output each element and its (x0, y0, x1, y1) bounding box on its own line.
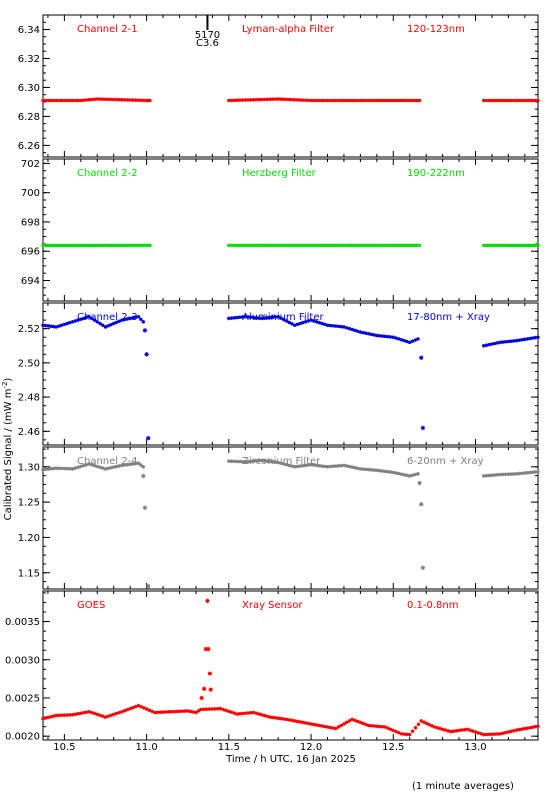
panel-frame (42, 590, 539, 741)
filter-label: Herzberg Filter (242, 168, 317, 179)
data-point (199, 695, 204, 701)
data-point (141, 473, 146, 479)
x-tick-label: 10.5 (53, 742, 75, 753)
band-label: 0.1-0.8nm (407, 600, 459, 611)
y-tick-label: 1.20 (18, 533, 40, 544)
x-tick-label: 13.0 (464, 742, 486, 753)
channel-label: Channel 2-4 (77, 456, 138, 467)
y-tick-label: 2.46 (18, 427, 40, 438)
data-point (205, 598, 210, 604)
data-point (142, 328, 148, 333)
data-series-points (41, 243, 152, 248)
y-tick-label: 6.32 (18, 54, 40, 65)
data-series-points (481, 243, 540, 248)
panel-frame (42, 446, 539, 590)
panel-frame (42, 158, 539, 302)
data-point (142, 505, 148, 510)
y-tick-label: 2.48 (18, 393, 40, 404)
data-series-points (481, 469, 540, 478)
panel-1: 6.26 6.28 6.30 6.32 6.34 Channel 2-1 Lyman-alp… (18, 14, 540, 158)
y-tick-label: 1.25 (18, 498, 40, 509)
y-tick-label: 694 (21, 276, 40, 287)
panel-2: 694 696 698 700 702 Channel 2-2 Herzberg Filte… (21, 158, 540, 302)
averaging-note: (1 minute averages) (412, 781, 514, 792)
y-axis-title: Calibrated Signal / (mW m-2) (1, 378, 14, 521)
data-series-points (41, 703, 540, 737)
filter-label: Zirconium Filter (242, 456, 321, 467)
data-series-points (41, 461, 146, 472)
data-series-points (41, 314, 146, 329)
channel-label: Channel 2-3 (77, 312, 138, 323)
series-1 (41, 97, 540, 103)
series-2 (41, 243, 540, 248)
data-series-points (481, 98, 540, 103)
channel-label: GOES (77, 600, 105, 611)
data-series-points (227, 458, 420, 478)
data-point (206, 646, 211, 652)
x-tick-label: 12.0 (300, 742, 322, 753)
x-tick-label: 11.0 (135, 742, 157, 753)
panels-layer: 6.26 6.28 6.30 6.32 6.34 Channel 2-1 Lyman-alp… (5, 14, 540, 743)
filter-label: Aluminium Filter (242, 312, 325, 323)
filter-label: Xray Sensor (242, 600, 303, 611)
band-label: 6-20nm + Xray (407, 456, 484, 467)
y-tick-label: 6.28 (18, 112, 40, 123)
flare-class-label: C3.6 (196, 38, 219, 49)
series-3 (41, 314, 540, 441)
series-5 (41, 598, 540, 737)
data-series-points (227, 97, 422, 103)
band-label: 17-80nm + Xray (407, 312, 490, 323)
data-point (207, 671, 213, 676)
panel-4: 1.15 1.20 1.25 1.30 Channel 2-4 Zirconium Fil… (18, 446, 540, 590)
panel-frame (42, 14, 539, 158)
y-tick-label: 0.0025 (5, 693, 40, 704)
y-tick-label: 1.15 (18, 568, 40, 579)
data-point (208, 687, 213, 692)
band-label: 120-123nm (407, 24, 465, 35)
channel-label: Channel 2-1 (77, 24, 138, 35)
data-point (203, 646, 209, 652)
y-tick-label: 6.26 (18, 141, 40, 152)
data-series-points (41, 97, 152, 103)
data-point (420, 425, 426, 431)
data-series-points (227, 243, 422, 248)
data-series-points (227, 314, 420, 345)
y-tick-label: 696 (21, 247, 40, 258)
band-label: 190-222nm (407, 168, 465, 179)
filter-label: Lyman-alpha Filter (242, 24, 335, 35)
y-tick-label: 0.0030 (5, 655, 40, 666)
data-point (419, 502, 424, 507)
x-tick-label: 12.5 (382, 742, 404, 753)
y-tick-label: 700 (21, 188, 40, 199)
y-tick-label: 702 (21, 159, 40, 170)
y-tick-label: 0.0035 (5, 617, 40, 628)
y-tick-label: 2.52 (18, 324, 40, 335)
data-point (146, 435, 151, 441)
y-tick-label: 698 (21, 217, 40, 228)
data-point (144, 352, 149, 357)
data-point (417, 480, 422, 486)
data-series-points (481, 335, 540, 348)
x-tick-label: 11.5 (218, 742, 240, 753)
data-point (146, 583, 151, 589)
data-point (420, 565, 426, 571)
panel-frame (42, 302, 539, 446)
flare-id-label: 5170 (195, 30, 220, 41)
y-tick-label: 6.30 (18, 83, 40, 94)
y-tick-label: 0.0020 (5, 732, 40, 743)
y-tick-label: 1.30 (18, 462, 40, 473)
y-tick-label: 2.50 (18, 358, 40, 369)
series-4 (41, 458, 540, 589)
panel-5: 0.0020 0.0025 0.0030 0.0035 GOES Xray Sensor 0… (5, 590, 540, 743)
channel-label: Channel 2-2 (77, 168, 138, 179)
y-tick-label: 6.34 (18, 25, 40, 36)
data-point (419, 355, 424, 360)
x-axis-title: Time / h UTC, 16 Jan 2025 (225, 754, 356, 765)
panel-3: 2.46 2.48 2.50 2.52 Channel 2-3 Aluminium Fil… (18, 302, 540, 446)
data-point (201, 686, 207, 692)
